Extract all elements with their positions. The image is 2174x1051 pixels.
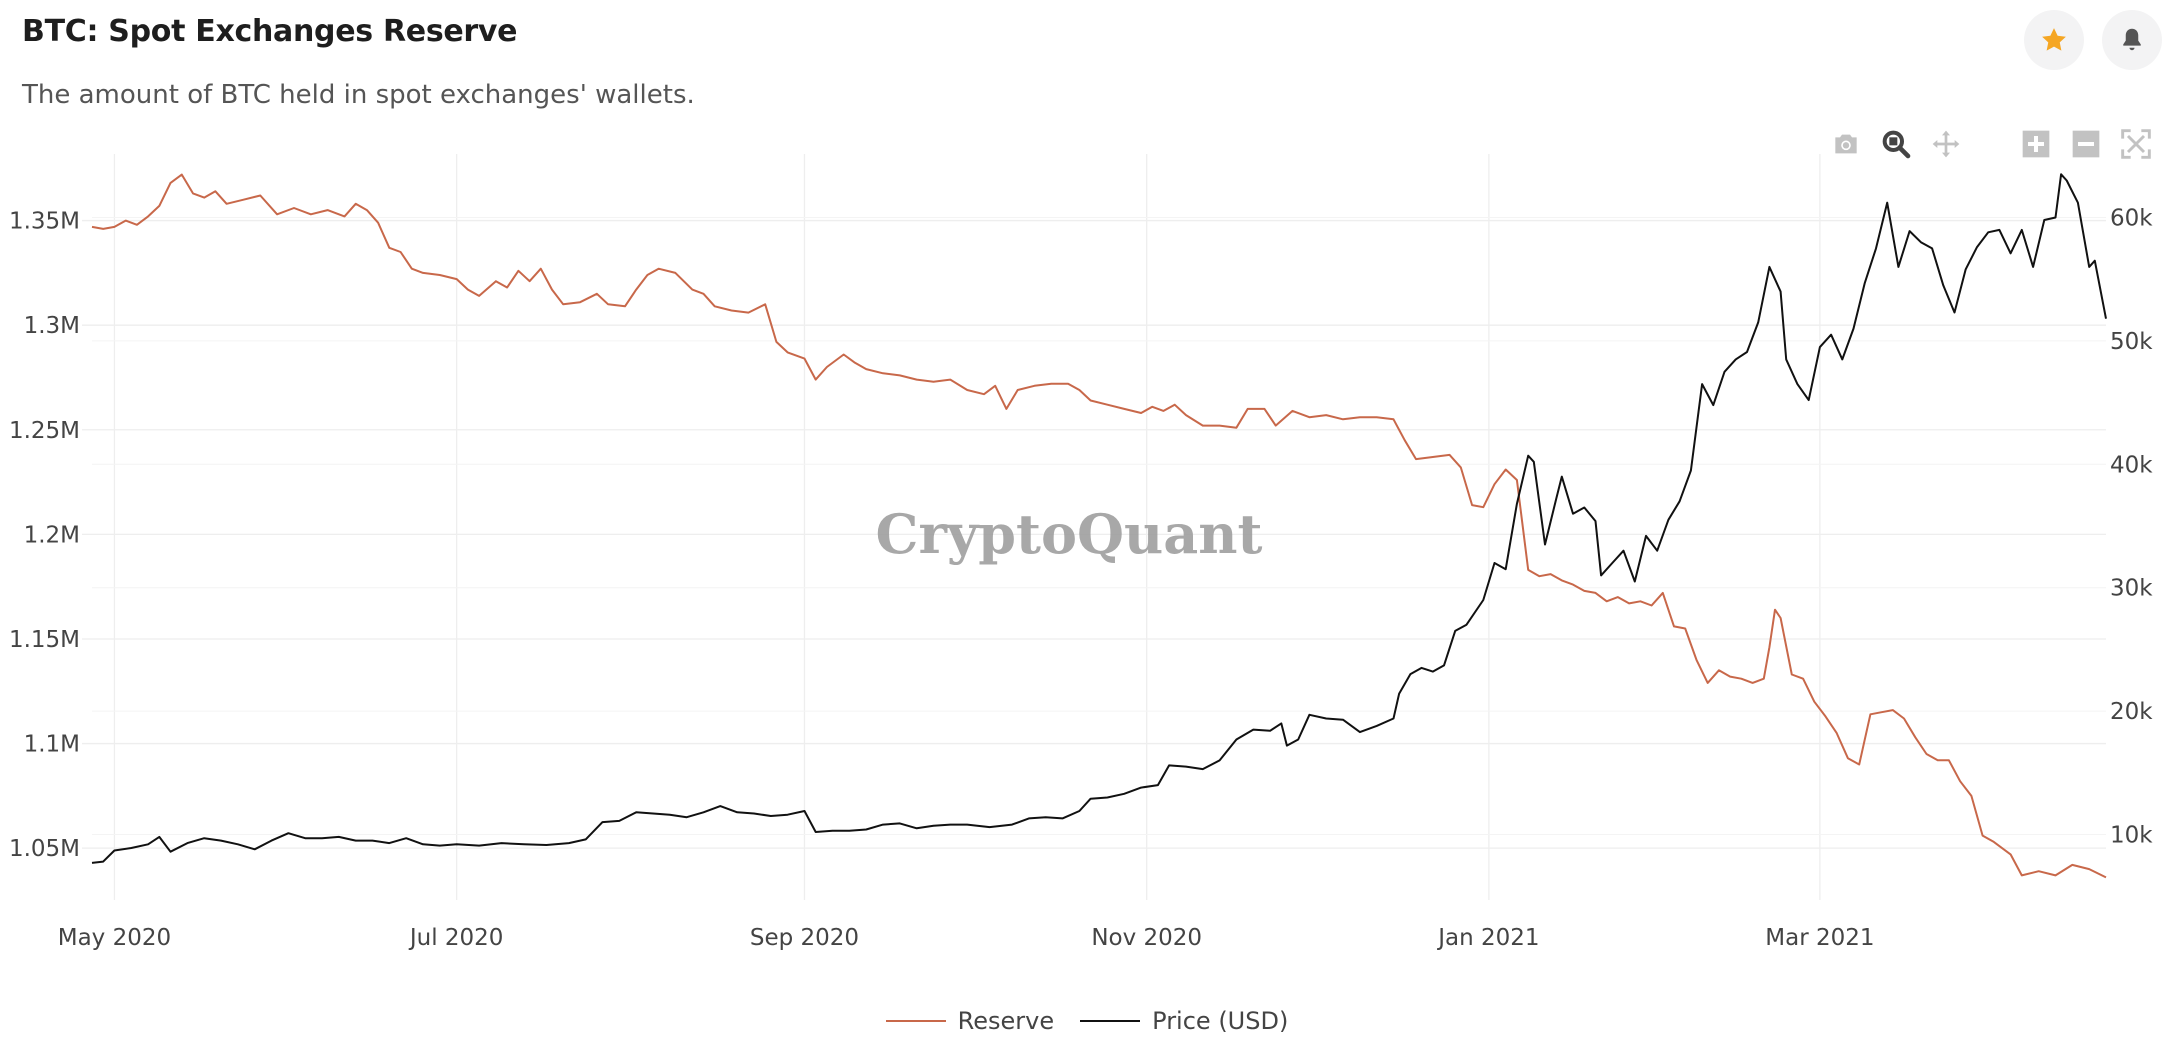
alert-button[interactable]	[2102, 10, 2162, 70]
chart-title: BTC: Spot Exchanges Reserve	[22, 14, 518, 49]
legend-label-price: Price (USD)	[1152, 1007, 1289, 1035]
x-tick-label: May 2020	[58, 925, 171, 951]
pan-icon	[1932, 130, 1960, 158]
x-axis-ticks: May 2020 Jul 2020 Sep 2020 Nov 2020 Jan 2021…	[58, 925, 1875, 951]
x-tick-label: Sep 2020	[750, 925, 859, 951]
legend-item-price[interactable]: Price (USD)	[1080, 1007, 1288, 1035]
y-gridlines	[82, 217, 2106, 849]
x-tick-label: Jul 2020	[408, 925, 504, 951]
bell-icon	[2123, 28, 2141, 51]
series-lines	[91, 173, 2107, 879]
right-tick-label: 60k	[2110, 206, 2153, 232]
left-tick-label: 1.3M	[24, 313, 80, 339]
watermark-logo: CryptoQuant	[875, 502, 1262, 566]
zoom-in-button[interactable]	[2018, 126, 2054, 162]
zoom-out-button[interactable]	[2068, 126, 2104, 162]
reserve-price-chart[interactable]: CryptoQuant 1.05M1.1M1.15M1.2M1.25M1.3M1…	[0, 150, 2174, 980]
right-tick-label: 10k	[2110, 822, 2153, 848]
x-tick-label: Nov 2020	[1091, 925, 1202, 951]
legend-label-reserve: Reserve	[957, 1007, 1055, 1035]
left-tick-label: 1.15M	[9, 627, 80, 653]
legend-swatch-reserve	[885, 1020, 946, 1022]
left-tick-label: 1.2M	[24, 522, 80, 548]
chart-subtitle: The amount of BTC held in spot exchanges…	[22, 80, 695, 110]
right-axis-ticks: 10k 20k 30k 40k 50k 60k	[2110, 206, 2153, 849]
zoom-icon	[1882, 130, 1911, 159]
zoom-out-icon	[2072, 130, 2100, 158]
left-tick-label: 1.35M	[9, 209, 80, 235]
pan-button[interactable]	[1928, 126, 1964, 162]
star-icon	[2042, 28, 2066, 51]
price-line	[91, 173, 2107, 864]
reset-axes-icon	[2121, 129, 2151, 159]
snapshot-button[interactable]	[1828, 126, 1864, 162]
legend-swatch-price	[1080, 1020, 1141, 1022]
reserve-line	[91, 173, 2107, 879]
favorite-button[interactable]	[2024, 10, 2084, 70]
right-tick-label: 20k	[2110, 699, 2153, 725]
right-tick-label: 40k	[2110, 452, 2153, 478]
left-axis-ticks: 1.05M 1.1M 1.15M 1.2M 1.25M 1.3M 1.35M	[9, 209, 80, 863]
right-tick-label: 50k	[2110, 329, 2153, 355]
x-tick-label: Jan 2021	[1436, 925, 1539, 951]
zoom-button[interactable]	[1878, 126, 1914, 162]
left-tick-label: 1.05M	[9, 836, 80, 862]
right-tick-label: 30k	[2110, 576, 2153, 602]
legend-item-reserve[interactable]: Reserve	[885, 1007, 1055, 1035]
x-tick-label: Mar 2021	[1765, 925, 1874, 951]
plot-toolbar	[1828, 126, 2154, 162]
left-tick-label: 1.1M	[24, 732, 80, 758]
reset-axes-button[interactable]	[2118, 126, 2154, 162]
zoom-in-icon	[2022, 130, 2050, 158]
legend: Reserve Price (USD)	[0, 1007, 2174, 1035]
left-tick-label: 1.25M	[9, 418, 80, 444]
camera-icon	[1835, 134, 1857, 154]
